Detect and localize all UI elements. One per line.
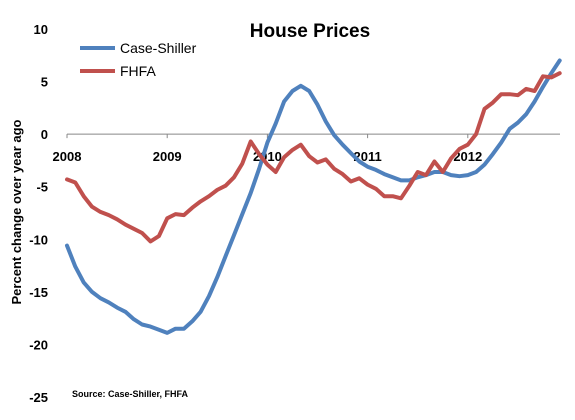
series-line-fhfa — [65, 71, 562, 244]
legend: Case-Shiller FHFA — [80, 40, 197, 79]
legend-label-fhfa: FHFA — [120, 63, 156, 79]
x-tick-label: 2012 — [453, 149, 482, 164]
series-line-case-shiller — [65, 58, 562, 335]
y-tick-label: -10 — [29, 232, 48, 247]
y-tick-label: 0 — [41, 127, 48, 142]
y-tick-label: -15 — [29, 285, 48, 300]
y-tick-label: 5 — [41, 75, 48, 90]
source-note: Source: Case-Shiller, FHFA — [72, 389, 189, 399]
y-tick-label: -25 — [29, 390, 48, 405]
legend-label-case-shiller: Case-Shiller — [120, 40, 197, 56]
y-tick-label: -20 — [29, 337, 48, 352]
y-tick-label: -5 — [36, 180, 48, 195]
series-lines — [65, 58, 562, 335]
x-tick-label: 2009 — [153, 149, 182, 164]
y-tick-label: 10 — [34, 22, 48, 37]
chart-title: House Prices — [250, 21, 370, 42]
y-axis-ticks: 10 5 0 -5 -10 -15 -20 -25 — [29, 22, 48, 405]
x-tick-label: 2008 — [53, 149, 82, 164]
y-axis-label: Percent change over year ago — [9, 119, 24, 304]
